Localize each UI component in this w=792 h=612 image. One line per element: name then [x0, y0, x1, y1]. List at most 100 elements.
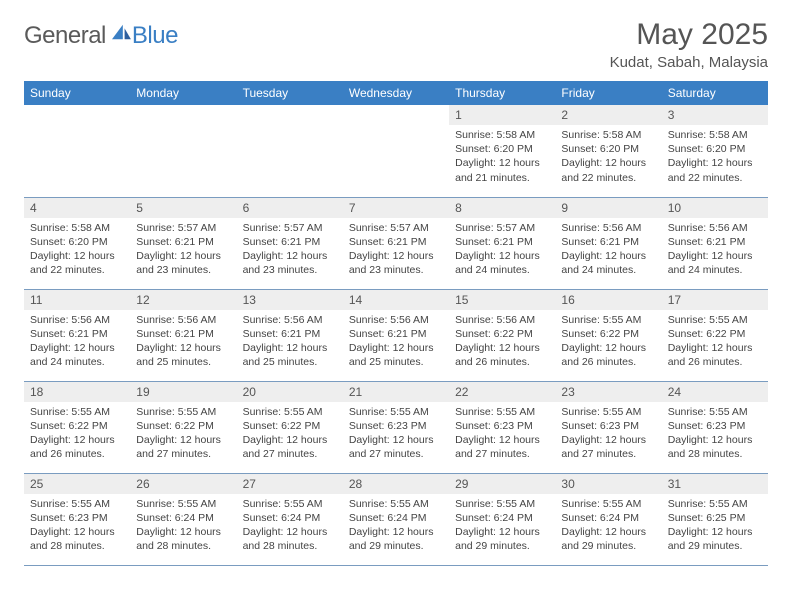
sunrise-text: Sunrise: 5:57 AM — [136, 221, 230, 235]
day-cell: 3Sunrise: 5:58 AMSunset: 6:20 PMDaylight… — [662, 105, 768, 197]
daylight-text: Daylight: 12 hours and 22 minutes. — [561, 156, 655, 184]
sunrise-text: Sunrise: 5:56 AM — [455, 313, 549, 327]
day-cell — [24, 105, 130, 197]
sunrise-text: Sunrise: 5:55 AM — [561, 497, 655, 511]
calendar-week-row: 1Sunrise: 5:58 AMSunset: 6:20 PMDaylight… — [24, 105, 768, 197]
calendar-body: 1Sunrise: 5:58 AMSunset: 6:20 PMDaylight… — [24, 105, 768, 565]
daylight-text: Daylight: 12 hours and 23 minutes. — [243, 249, 337, 277]
daylight-text: Daylight: 12 hours and 26 minutes. — [668, 341, 762, 369]
sunset-text: Sunset: 6:21 PM — [243, 327, 337, 341]
day-content: Sunrise: 5:55 AMSunset: 6:23 PMDaylight:… — [555, 402, 661, 466]
day-number: 8 — [449, 198, 555, 218]
sunset-text: Sunset: 6:21 PM — [136, 235, 230, 249]
day-content: Sunrise: 5:55 AMSunset: 6:23 PMDaylight:… — [662, 402, 768, 466]
sunset-text: Sunset: 6:21 PM — [561, 235, 655, 249]
day-cell: 23Sunrise: 5:55 AMSunset: 6:23 PMDayligh… — [555, 381, 661, 473]
daylight-text: Daylight: 12 hours and 27 minutes. — [349, 433, 443, 461]
daylight-text: Daylight: 12 hours and 21 minutes. — [455, 156, 549, 184]
sunset-text: Sunset: 6:20 PM — [455, 142, 549, 156]
month-title: May 2025 — [610, 18, 768, 52]
day-content: Sunrise: 5:56 AMSunset: 6:22 PMDaylight:… — [449, 310, 555, 374]
weekday-header-row: Sunday Monday Tuesday Wednesday Thursday… — [24, 81, 768, 105]
sunrise-text: Sunrise: 5:58 AM — [455, 128, 549, 142]
sunset-text: Sunset: 6:23 PM — [668, 419, 762, 433]
sunset-text: Sunset: 6:24 PM — [561, 511, 655, 525]
day-content: Sunrise: 5:55 AMSunset: 6:22 PMDaylight:… — [24, 402, 130, 466]
sunrise-text: Sunrise: 5:55 AM — [668, 405, 762, 419]
daylight-text: Daylight: 12 hours and 22 minutes. — [668, 156, 762, 184]
day-number: 31 — [662, 474, 768, 494]
brand-text-blue: Blue — [132, 22, 178, 50]
sunrise-text: Sunrise: 5:57 AM — [243, 221, 337, 235]
daylight-text: Daylight: 12 hours and 26 minutes. — [561, 341, 655, 369]
daylight-text: Daylight: 12 hours and 23 minutes. — [349, 249, 443, 277]
day-number: 7 — [343, 198, 449, 218]
sunrise-text: Sunrise: 5:55 AM — [455, 405, 549, 419]
sunrise-text: Sunrise: 5:57 AM — [349, 221, 443, 235]
day-cell: 18Sunrise: 5:55 AMSunset: 6:22 PMDayligh… — [24, 381, 130, 473]
day-content: Sunrise: 5:55 AMSunset: 6:22 PMDaylight:… — [662, 310, 768, 374]
daylight-text: Daylight: 12 hours and 27 minutes. — [455, 433, 549, 461]
day-cell: 26Sunrise: 5:55 AMSunset: 6:24 PMDayligh… — [130, 473, 236, 565]
sunrise-text: Sunrise: 5:58 AM — [561, 128, 655, 142]
day-cell: 22Sunrise: 5:55 AMSunset: 6:23 PMDayligh… — [449, 381, 555, 473]
sunrise-text: Sunrise: 5:55 AM — [455, 497, 549, 511]
day-content: Sunrise: 5:55 AMSunset: 6:24 PMDaylight:… — [449, 494, 555, 558]
day-number: 21 — [343, 382, 449, 402]
day-number: 18 — [24, 382, 130, 402]
day-number: 22 — [449, 382, 555, 402]
day-number: 17 — [662, 290, 768, 310]
sunrise-text: Sunrise: 5:55 AM — [30, 497, 124, 511]
sunset-text: Sunset: 6:21 PM — [30, 327, 124, 341]
day-number — [237, 105, 343, 125]
sunrise-text: Sunrise: 5:55 AM — [561, 313, 655, 327]
sunset-text: Sunset: 6:23 PM — [349, 419, 443, 433]
day-number: 11 — [24, 290, 130, 310]
day-content: Sunrise: 5:55 AMSunset: 6:22 PMDaylight:… — [555, 310, 661, 374]
day-content: Sunrise: 5:55 AMSunset: 6:23 PMDaylight:… — [24, 494, 130, 558]
day-cell — [130, 105, 236, 197]
sunrise-text: Sunrise: 5:56 AM — [30, 313, 124, 327]
day-cell: 30Sunrise: 5:55 AMSunset: 6:24 PMDayligh… — [555, 473, 661, 565]
sunrise-text: Sunrise: 5:56 AM — [349, 313, 443, 327]
sunset-text: Sunset: 6:24 PM — [455, 511, 549, 525]
daylight-text: Daylight: 12 hours and 29 minutes. — [561, 525, 655, 553]
brand-logo: General Blue — [24, 22, 178, 50]
day-content: Sunrise: 5:55 AMSunset: 6:22 PMDaylight:… — [130, 402, 236, 466]
day-content: Sunrise: 5:55 AMSunset: 6:24 PMDaylight:… — [343, 494, 449, 558]
day-cell: 24Sunrise: 5:55 AMSunset: 6:23 PMDayligh… — [662, 381, 768, 473]
day-content: Sunrise: 5:58 AMSunset: 6:20 PMDaylight:… — [662, 125, 768, 189]
sunrise-text: Sunrise: 5:55 AM — [243, 497, 337, 511]
brand-text-general: General — [24, 22, 106, 50]
sunset-text: Sunset: 6:21 PM — [243, 235, 337, 249]
daylight-text: Daylight: 12 hours and 26 minutes. — [455, 341, 549, 369]
day-content: Sunrise: 5:57 AMSunset: 6:21 PMDaylight:… — [343, 218, 449, 282]
day-content: Sunrise: 5:56 AMSunset: 6:21 PMDaylight:… — [343, 310, 449, 374]
day-number: 2 — [555, 105, 661, 125]
day-cell: 10Sunrise: 5:56 AMSunset: 6:21 PMDayligh… — [662, 197, 768, 289]
day-cell: 16Sunrise: 5:55 AMSunset: 6:22 PMDayligh… — [555, 289, 661, 381]
sunset-text: Sunset: 6:20 PM — [30, 235, 124, 249]
sunset-text: Sunset: 6:20 PM — [561, 142, 655, 156]
day-cell: 19Sunrise: 5:55 AMSunset: 6:22 PMDayligh… — [130, 381, 236, 473]
sunset-text: Sunset: 6:22 PM — [136, 419, 230, 433]
day-number: 28 — [343, 474, 449, 494]
daylight-text: Daylight: 12 hours and 27 minutes. — [243, 433, 337, 461]
sunset-text: Sunset: 6:24 PM — [136, 511, 230, 525]
day-number: 25 — [24, 474, 130, 494]
sunrise-text: Sunrise: 5:55 AM — [561, 405, 655, 419]
sunrise-text: Sunrise: 5:55 AM — [668, 313, 762, 327]
daylight-text: Daylight: 12 hours and 25 minutes. — [349, 341, 443, 369]
sunrise-text: Sunrise: 5:55 AM — [136, 405, 230, 419]
weekday-header: Thursday — [449, 81, 555, 105]
sunrise-text: Sunrise: 5:56 AM — [136, 313, 230, 327]
daylight-text: Daylight: 12 hours and 28 minutes. — [136, 525, 230, 553]
sunset-text: Sunset: 6:23 PM — [561, 419, 655, 433]
daylight-text: Daylight: 12 hours and 28 minutes. — [243, 525, 337, 553]
sunrise-text: Sunrise: 5:56 AM — [561, 221, 655, 235]
weekday-header: Wednesday — [343, 81, 449, 105]
sunset-text: Sunset: 6:24 PM — [349, 511, 443, 525]
sunset-text: Sunset: 6:24 PM — [243, 511, 337, 525]
daylight-text: Daylight: 12 hours and 29 minutes. — [455, 525, 549, 553]
sunrise-text: Sunrise: 5:55 AM — [349, 405, 443, 419]
